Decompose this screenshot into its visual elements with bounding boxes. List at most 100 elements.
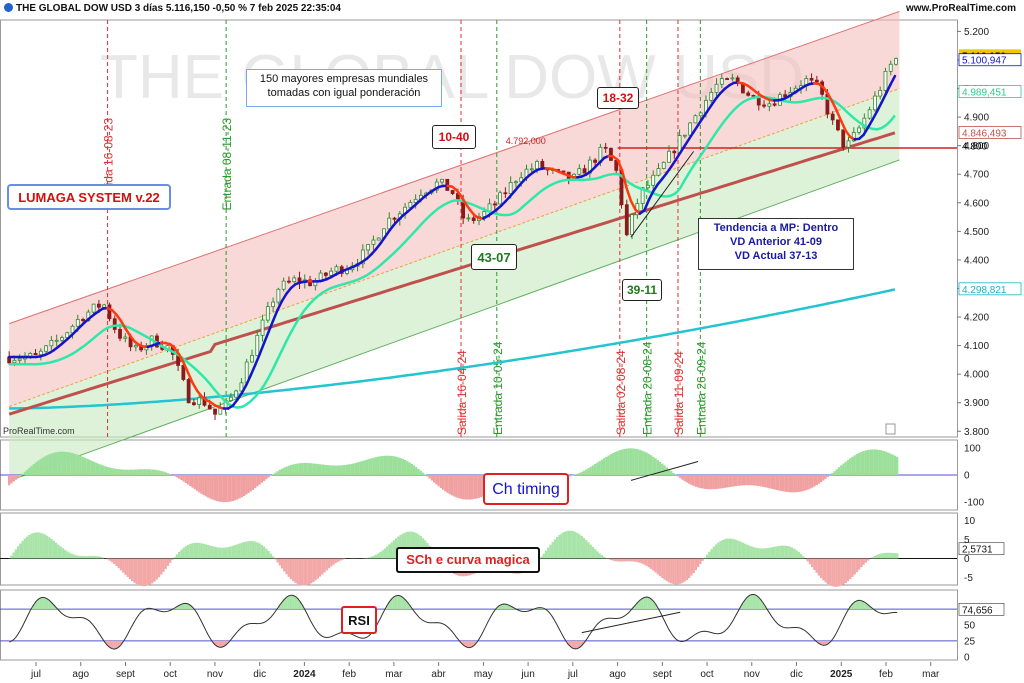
fast-ma-segment bbox=[240, 383, 248, 395]
system-label-box: LUMAGA SYSTEM v.22 bbox=[7, 184, 171, 210]
box-43-07: 43-07 bbox=[471, 244, 517, 270]
channel-lower-band bbox=[9, 88, 900, 481]
channel-bottom-line bbox=[8, 159, 900, 482]
candle-body-147 bbox=[783, 94, 788, 98]
trend-line2: VD Anterior 41-09 bbox=[730, 235, 822, 248]
channel-upper-band bbox=[9, 11, 900, 407]
candle-body-38 bbox=[207, 404, 212, 410]
candle-body-159 bbox=[846, 140, 851, 148]
trend-line3: VD Actual 37-13 bbox=[734, 249, 818, 262]
candle-body-96 bbox=[514, 181, 518, 184]
y-tick-label-4.800: 4.800 bbox=[964, 141, 989, 152]
box-43-07-label: 43-07 bbox=[477, 250, 511, 265]
channel-top-line bbox=[8, 10, 900, 325]
annotation-trendline-main bbox=[630, 151, 695, 238]
candle-body-95 bbox=[508, 181, 513, 195]
candle-body-88 bbox=[471, 217, 476, 221]
y-tick-label-4.000: 4.000 bbox=[964, 370, 989, 381]
candle-body-44 bbox=[239, 382, 244, 392]
candle-body-99 bbox=[529, 168, 534, 171]
y-tick-label-4.900: 4.900 bbox=[964, 113, 989, 124]
fast-ma-segment bbox=[880, 92, 888, 104]
candle-body-18 bbox=[102, 304, 107, 308]
candle-body-93 bbox=[498, 192, 503, 205]
x-tick-label-2: sept bbox=[116, 669, 135, 680]
signal-label-0: Salida 16-08-23 bbox=[102, 118, 116, 203]
rsi-last-value: 74,656 bbox=[962, 605, 993, 616]
y-tick-label-3.800: 3.800 bbox=[964, 427, 989, 438]
sch-tick-5: 5 bbox=[964, 535, 970, 546]
candle-body-34 bbox=[186, 379, 191, 404]
candle-body-8 bbox=[49, 340, 54, 347]
candle-body-43 bbox=[234, 390, 239, 398]
candle-body-123 bbox=[656, 168, 661, 176]
main-y-axis: 5.2005.1005.0004.9004.8004.7004.6004.500… bbox=[957, 27, 1022, 438]
x-tick-label-3: oct bbox=[164, 669, 178, 680]
candle-body-67 bbox=[360, 249, 365, 265]
fast-ma-segment bbox=[862, 126, 870, 137]
fast-ma-segment bbox=[383, 229, 391, 239]
candle-body-57 bbox=[308, 279, 312, 287]
candle-body-48 bbox=[260, 319, 265, 336]
fast-ma-segment bbox=[262, 330, 270, 345]
box-39-11: 39-11 bbox=[622, 279, 662, 301]
y-tick-label-4.100: 4.100 bbox=[964, 341, 989, 352]
y-tick-label-4.600: 4.600 bbox=[964, 198, 989, 209]
x-tick-label-14: sept bbox=[653, 669, 672, 680]
candle-body-136 bbox=[725, 78, 729, 80]
fast-ma-segment bbox=[875, 101, 883, 113]
fast-ma-segment bbox=[840, 119, 847, 133]
candle-body-121 bbox=[646, 184, 650, 189]
candle-body-72 bbox=[387, 217, 392, 230]
candle-body-168 bbox=[894, 58, 898, 65]
fast-ma-segment bbox=[191, 381, 199, 392]
x-tick-label-4: nov bbox=[207, 669, 223, 680]
fast-ma-segment bbox=[696, 117, 704, 127]
prorealtime-logo-icon bbox=[4, 3, 13, 12]
x-tick-label-19: feb bbox=[879, 669, 893, 680]
fast-ma-segment bbox=[701, 110, 709, 120]
fast-ma-segment bbox=[276, 299, 284, 312]
candle-body-60 bbox=[323, 272, 328, 276]
candle-body-24 bbox=[133, 344, 138, 348]
signal-label-1: Entrada 08-11-23 bbox=[220, 118, 234, 211]
fast-ma-segment bbox=[119, 319, 127, 330]
candle-body-160 bbox=[851, 131, 856, 142]
x-tick-label-5: dic bbox=[253, 669, 266, 680]
candle-body-53 bbox=[287, 280, 291, 283]
fast-ma-segment bbox=[871, 110, 879, 121]
fast-ma-segment bbox=[236, 391, 244, 402]
footer-brand: ProRealTime.com bbox=[3, 426, 75, 436]
sch-tick-10: 10 bbox=[964, 516, 976, 527]
candle-body-111 bbox=[593, 159, 598, 163]
candle-body-52 bbox=[281, 280, 286, 290]
candle-body-36 bbox=[197, 397, 202, 405]
ch-tick--100: -100 bbox=[964, 497, 984, 508]
price-label-4: 4.846,493 bbox=[962, 128, 1007, 139]
rsi-last-frame bbox=[958, 603, 1005, 616]
x-tick-label-12: jul bbox=[567, 669, 578, 680]
price-label-frame-4 bbox=[958, 125, 1022, 139]
candle-body-20 bbox=[112, 318, 117, 330]
signal-label-3: Entrada 10-05-24 bbox=[491, 341, 505, 435]
pane-frame-rsi bbox=[0, 589, 958, 661]
x-tick-label-16: nov bbox=[744, 669, 760, 680]
site-url[interactable]: www.ProRealTime.com bbox=[905, 3, 1016, 14]
candle-body-22 bbox=[123, 336, 128, 339]
fast-ma-segment bbox=[826, 92, 834, 103]
candle-body-108 bbox=[577, 168, 582, 175]
candle-body-165 bbox=[878, 89, 883, 97]
fast-ma-segment bbox=[710, 97, 718, 107]
sch-tick--5: -5 bbox=[964, 573, 973, 584]
candle-body-73 bbox=[392, 217, 397, 220]
fast-ma-segment bbox=[280, 292, 288, 303]
x-tick-label-1: ago bbox=[72, 669, 89, 680]
candle-body-33 bbox=[181, 365, 186, 380]
candle-body-167 bbox=[888, 63, 893, 72]
candle-body-134 bbox=[714, 83, 719, 93]
y-tick-label-3.900: 3.900 bbox=[964, 398, 989, 409]
rsi-tick-50: 50 bbox=[964, 621, 976, 632]
ch-tick-0: 0 bbox=[964, 471, 970, 482]
fast-ma-segment bbox=[267, 319, 275, 334]
